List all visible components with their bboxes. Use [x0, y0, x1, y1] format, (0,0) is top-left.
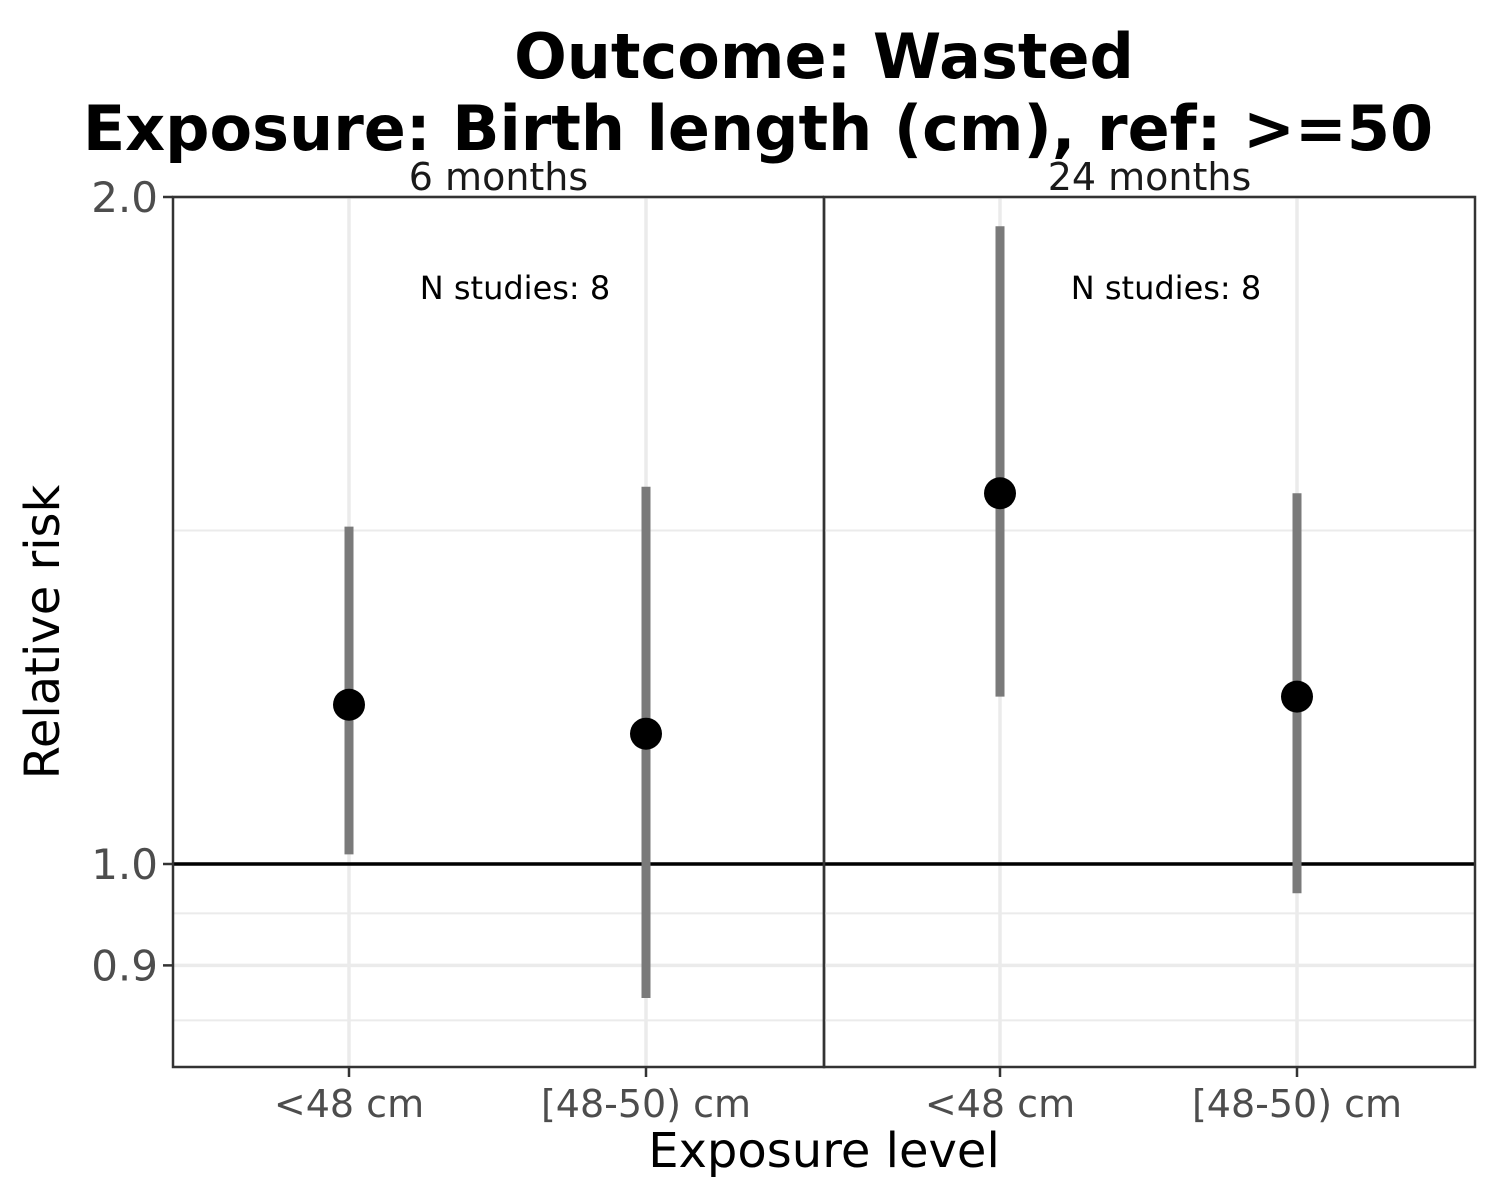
estimate-point	[1281, 680, 1313, 713]
x-tick-label: <48 cm	[274, 1082, 424, 1126]
x-tick-label: [48-50) cm	[1192, 1082, 1402, 1126]
panel-annotation: N studies: 8	[420, 269, 610, 307]
panel-annotation: N studies: 8	[1071, 269, 1261, 307]
y-axis-label: Relative risk	[15, 484, 71, 779]
estimate-point	[630, 717, 662, 750]
panel-label: 24 months	[1048, 155, 1252, 199]
x-tick-label: <48 cm	[925, 1082, 1075, 1126]
chart-title: Outcome: Wasted	[514, 20, 1134, 93]
estimate-point	[984, 477, 1016, 510]
y-tick-label: 0.9	[91, 941, 158, 990]
x-tick-label: [48-50) cm	[541, 1082, 751, 1126]
x-axis-label: Exposure level	[648, 1123, 1000, 1179]
y-tick-label: 1.0	[91, 840, 158, 889]
panel-label: 6 months	[409, 155, 588, 199]
panel-border	[171, 195, 826, 1069]
y-tick-label: 2.0	[91, 173, 158, 222]
plot-area: 6 months N studies: 8 <48 cm [48-50) cm 24 m…	[91, 155, 1477, 1126]
chart-subtitle: Exposure: Birth length (cm), ref: >=50	[83, 92, 1433, 165]
estimate-point	[333, 688, 365, 721]
panel-border	[822, 195, 1477, 1069]
